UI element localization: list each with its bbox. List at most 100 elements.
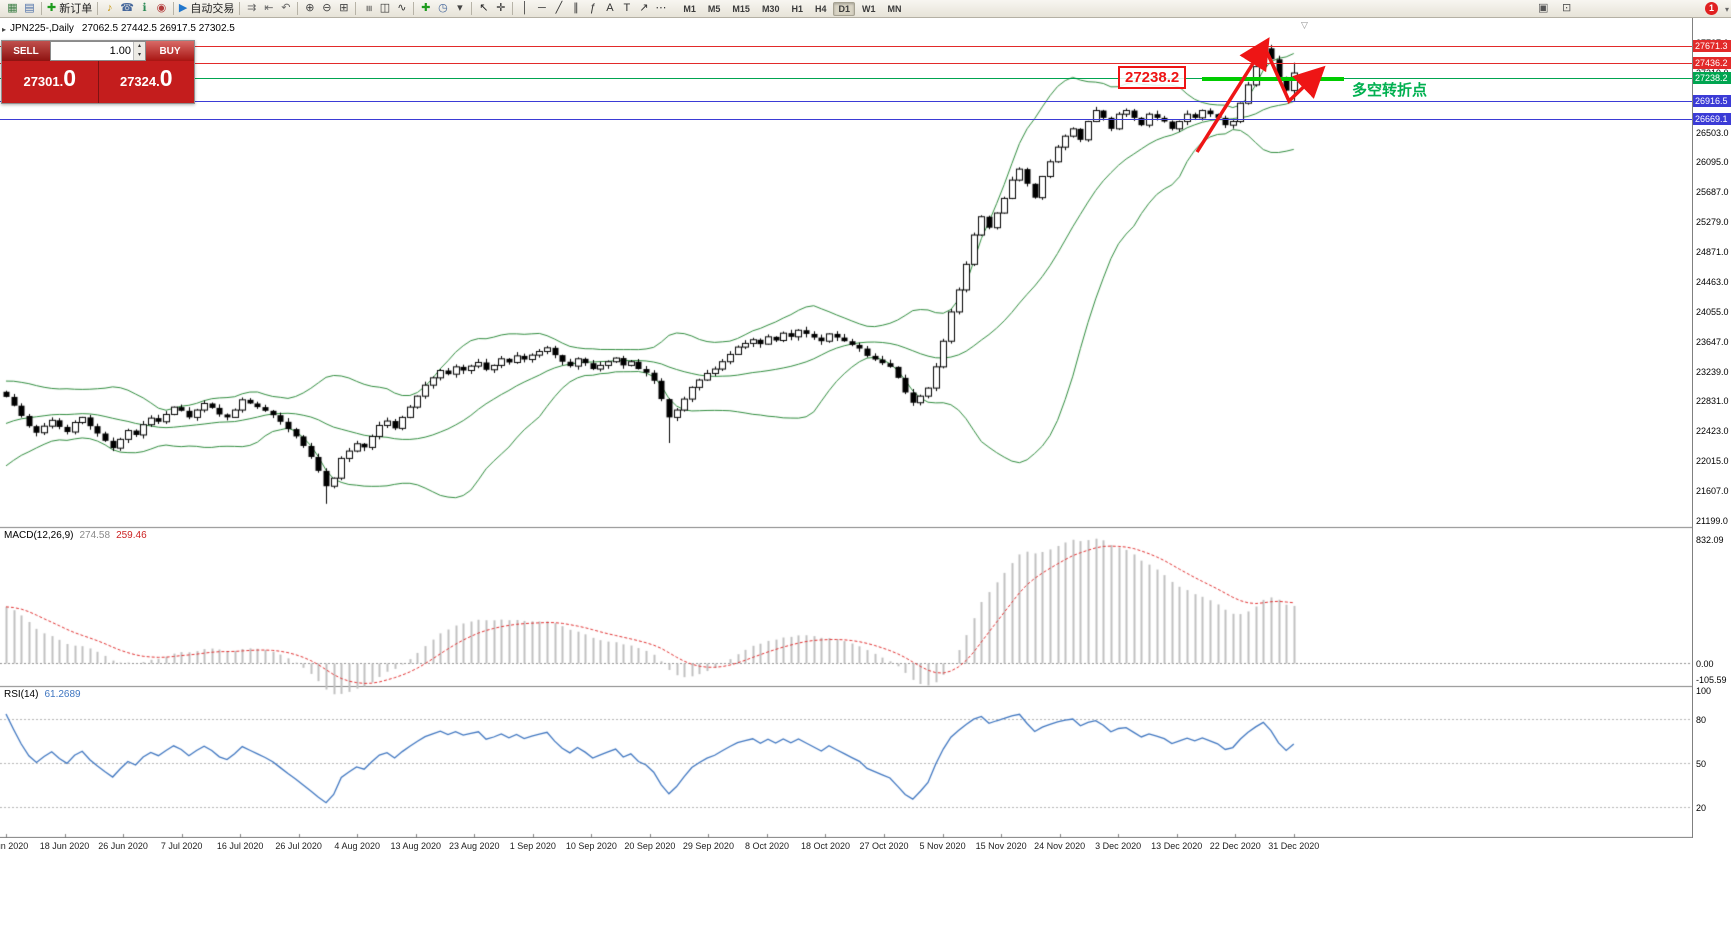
timeframe-mn-button[interactable]: MN [887,3,902,14]
sell-button[interactable]: SELL [2,41,50,61]
channel-icon[interactable]: ∥ [567,1,584,17]
date-axis-label: 3 Dec 2020 [1095,841,1142,851]
cursor-icon: ↖ [479,2,489,14]
timeframe-d1-button[interactable]: D1 [833,1,855,16]
undo-icon[interactable]: ↶ [277,1,294,17]
community-icon[interactable]: ◉ [153,1,170,17]
timeframe-m30-button[interactable]: M30 [761,3,780,14]
level-line[interactable] [0,119,1692,120]
volume-increment-button[interactable]: ▴ [134,42,145,51]
more-tools-icon[interactable]: ⋯ [652,1,669,17]
vertical-line-icon[interactable]: │ [516,1,533,17]
price-axis-label: 24463.0 [1696,276,1729,287]
symbol-marker-icon[interactable]: ▸ [2,25,7,34]
macd-signal-value: 259.46 [116,530,147,541]
fibonacci-icon[interactable]: ƒ [584,1,601,17]
templates-icon[interactable]: ▾ [451,1,468,17]
label-icon[interactable]: T [618,1,635,17]
volume-decrement-button[interactable]: ▾ [134,51,145,60]
price-level-tag[interactable]: 26669.1 [1693,113,1731,126]
level-line[interactable] [0,101,1692,102]
timeframe-w1-button[interactable]: W1 [862,3,876,14]
ohlc-values: 27062.5 27442.5 26917.5 27302.5 [81,23,235,34]
timeframe-h1-button[interactable]: H1 [791,3,803,14]
price-level-tag[interactable]: 27436.2 [1693,57,1731,70]
window-cascade-icon[interactable]: ▣ [1538,1,1549,14]
toolbar-separator [41,2,42,15]
autoscroll-icon: ⇉ [247,2,257,14]
price-axis-label: 25687.0 [1696,187,1729,198]
buy-price[interactable]: 27324. 0 [99,61,195,103]
date-axis-label: 27 Oct 2020 [859,841,909,851]
highlight-line-annotation[interactable] [1202,76,1344,81]
volume-control: 1.00 ▴ ▾ [50,41,146,61]
chart-shift-marker[interactable]: ▽ [1301,20,1308,30]
candlestick-mode-icon[interactable]: ◫ [376,1,393,17]
tile-windows-icon[interactable]: ⊞ [335,1,352,17]
price-level-tag[interactable]: 27671.3 [1693,39,1731,52]
chart-shift-icon[interactable]: ⇤ [260,1,277,17]
price-level-tag[interactable]: 26916.5 [1693,95,1731,108]
date-axis[interactable]: 9 Jun 2020 18 Jun 2020 26 Jun 2020 7 Jul 20… [0,838,1692,856]
toolbar-separator [355,2,357,15]
arrows-tool-icon[interactable]: ↗ [635,1,652,17]
symbol-ohlc-header: JPN225-,Daily 27062.5 27442.5 26917.5 27… [10,23,235,34]
notification-badge[interactable]: 1 [1705,2,1718,15]
price-axis[interactable]: 27727.027319.026911.026503.026095.025687… [1692,0,1731,838]
cursor-icon[interactable]: ↖ [475,1,492,17]
chart-canvas[interactable] [0,0,1692,838]
sell-price-main: 27301. [23,74,64,89]
menu-chevron-icon[interactable]: ▾ [1724,5,1729,14]
chart-profiles-icon: ▤ [24,2,35,14]
indicators-icon[interactable]: ✚ [417,1,434,17]
autotrading-button[interactable]: ▶ 自动交易 [177,1,236,17]
timeframe-m15-button[interactable]: M15 [732,3,750,14]
price-level-tag[interactable]: 27238.2 [1693,71,1731,84]
toolbar-separator [97,2,99,15]
toolbar-separator [471,2,473,15]
buy-button[interactable]: BUY [146,41,194,61]
autotrading-icon: ▶ [178,2,188,14]
sound-alert-icon: ♪ [106,2,113,14]
zoom-out-icon[interactable]: ⊖ [318,1,335,17]
sound-alert-icon[interactable]: ♪ [101,1,118,17]
news-icon[interactable]: ℹ [136,1,153,17]
sell-price[interactable]: 27301. 0 [2,61,99,103]
timeframe-h4-button[interactable]: H4 [814,3,827,14]
new-chart-icon[interactable]: ▦ [4,1,21,17]
level-line[interactable] [0,46,1692,47]
fibonacci-icon: ƒ [589,2,596,14]
price-axis-label: 25279.0 [1696,217,1729,228]
date-axis-label: 5 Nov 2020 [919,841,966,851]
horizontal-line-icon[interactable]: ─ [533,1,550,17]
line-chart-mode-icon[interactable]: ∿ [393,1,410,17]
price-axis-label: 21199.0 [1696,515,1728,526]
chart-profiles-icon[interactable]: ▤ [21,1,38,17]
turning-point-label[interactable]: 多空转折点 [1352,81,1428,99]
zoom-in-icon[interactable]: ⊕ [301,1,318,17]
date-axis-label: 26 Jun 2020 [98,841,148,851]
support-icon[interactable]: ☎ [118,1,136,17]
fullscreen-icon[interactable]: ⊡ [1562,1,1572,14]
label-icon: T [623,2,631,14]
volume-input[interactable]: 1.00 [109,45,131,57]
autoscroll-icon[interactable]: ⇉ [243,1,260,17]
date-axis-label: 13 Aug 2020 [390,841,442,851]
crosshair-icon[interactable]: ✛ [492,1,509,17]
trendline-icon[interactable]: ╱ [550,1,567,17]
level-line[interactable] [0,63,1692,64]
level-line[interactable] [0,78,1692,79]
new-order-button[interactable]: ✚ 新订单 [45,1,94,17]
price-axis-label: 22831.0 [1696,396,1729,407]
timeframe-m1-button[interactable]: M1 [683,3,696,14]
timeframe-m5-button[interactable]: M5 [707,3,721,14]
bar-chart-mode-icon[interactable]: ≡ [359,1,376,17]
macd-axis-label: -105.59 [1696,674,1727,685]
price-callout-annotation[interactable]: 27238.2 [1118,65,1187,89]
text-icon[interactable]: A [601,1,618,17]
date-axis-label: 4 Aug 2020 [334,841,380,851]
date-axis-label: 7 Jul 2020 [160,841,203,851]
macd-axis-label: 0.00 [1696,659,1714,670]
macd-label: MACD(12,26,9) [4,530,74,541]
time-periods-icon[interactable]: ◷ [434,1,451,17]
